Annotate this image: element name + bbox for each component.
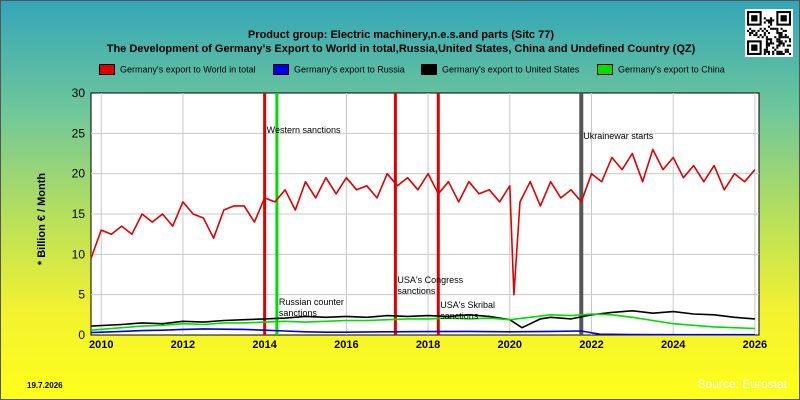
legend-item-world: Germany's export to World in total [99, 64, 256, 76]
qr-code-icon [745, 9, 793, 57]
x-tick-label: 2020 [498, 339, 522, 351]
y-tick-label: 25 [72, 126, 86, 140]
chart-title: Product group: Electric machinery,n.e.s.… [247, 29, 555, 41]
legend-swatch-world [99, 64, 115, 76]
legend-label-usa: Germany's export to United States [442, 64, 580, 75]
legend-label-china: Germany's export to China [618, 64, 725, 75]
event-label: USA's Skribal [440, 300, 495, 310]
series-line-china [90, 313, 755, 331]
y-tick-label: 30 [72, 86, 86, 100]
legend-label-russia: Germany's export to Russia [294, 64, 405, 75]
series-line-world [90, 148, 756, 296]
date-stamp: 19.7.2026 [27, 381, 63, 390]
event-label: Ukrainewar starts [583, 131, 654, 141]
legend-item-russia: Germany's export to Russia [273, 64, 405, 76]
x-tick-label: 2022 [579, 339, 603, 351]
x-tick-label: 2016 [334, 339, 358, 351]
y-tick-label: 0 [78, 328, 85, 342]
x-tick-label: 2018 [416, 339, 440, 351]
source-label: Source: Eurostat [697, 377, 787, 391]
y-tick-label: 10 [72, 247, 86, 261]
x-tick-label: 2014 [252, 339, 277, 351]
y-tick-label: 20 [72, 167, 86, 181]
series-line-russia [90, 328, 755, 336]
event-label: sanctions [279, 308, 318, 318]
event-label: USA's Congress [397, 275, 463, 285]
legend-item-usa: Germany's export to United States [421, 64, 580, 76]
legend-swatch-russia [273, 64, 289, 76]
series-line-usa [90, 309, 755, 329]
legend-swatch-china [597, 64, 613, 76]
y-axis-label: * Billion € / Month [36, 172, 48, 266]
legend-swatch-usa [421, 64, 437, 76]
legend-label-world: Germany's export to World in total [120, 64, 256, 75]
x-tick-label: 2024 [661, 339, 686, 351]
event-label: Western sanctions [267, 125, 341, 135]
x-tick-label: 2010 [89, 339, 113, 351]
y-tick-label: 5 [78, 288, 85, 302]
event-label: Russian counter [279, 297, 344, 307]
x-tick-label: 2012 [171, 339, 195, 351]
y-tick-label: 15 [72, 207, 86, 221]
event-label: sanctions [397, 286, 436, 296]
chart-subtitle: The Development of Germany's Export to W… [106, 43, 696, 55]
x-tick-label: 2026 [743, 339, 767, 351]
event-label: sanctions [440, 311, 479, 321]
legend-item-china: Germany's export to China [597, 64, 725, 76]
